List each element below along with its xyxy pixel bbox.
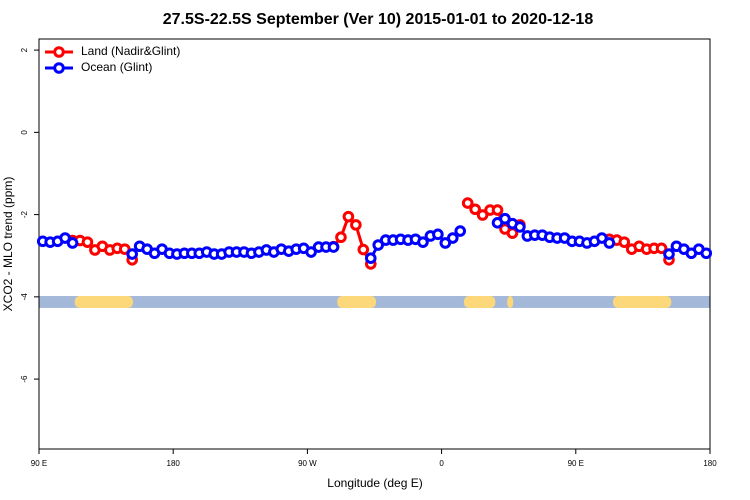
data-point bbox=[59, 232, 71, 244]
y-tick-label: 0 bbox=[20, 130, 29, 135]
data-point bbox=[446, 232, 459, 244]
x-tick-label: 0 bbox=[439, 459, 444, 468]
data-point bbox=[618, 236, 631, 248]
data-point bbox=[335, 231, 347, 244]
y-tick-label: -2 bbox=[20, 210, 29, 218]
x-tick-label: 90 E bbox=[31, 459, 47, 468]
land-band bbox=[74, 296, 133, 308]
chart-title: 27.5S-22.5S September (Ver 10) 2015-01-0… bbox=[163, 11, 594, 28]
data-point bbox=[305, 246, 317, 258]
data-point bbox=[66, 237, 79, 249]
data-point bbox=[454, 225, 467, 237]
legend-marker bbox=[53, 46, 65, 58]
data-point bbox=[469, 203, 481, 216]
data-point bbox=[126, 248, 138, 260]
data-point bbox=[364, 252, 377, 264]
data-point bbox=[499, 212, 511, 225]
data-point bbox=[461, 197, 474, 209]
data-point bbox=[350, 219, 362, 231]
data-point bbox=[603, 237, 616, 249]
data-point bbox=[357, 243, 370, 256]
x-tick-label: 180 bbox=[703, 459, 717, 468]
legend-label: Ocean (Glint) bbox=[81, 60, 152, 74]
x-axis-label: Longitude (deg E) bbox=[327, 476, 422, 490]
legend-marker bbox=[53, 62, 65, 74]
data-point bbox=[327, 241, 340, 253]
data-point bbox=[491, 204, 504, 216]
x-tick-label: 90 W bbox=[298, 459, 317, 468]
data-point bbox=[655, 242, 668, 255]
land-band bbox=[337, 296, 376, 308]
data-point bbox=[372, 239, 385, 251]
data-point bbox=[439, 237, 452, 249]
data-point bbox=[342, 210, 355, 223]
legend-label: Land (Nadir&Glint) bbox=[81, 44, 180, 58]
data-point bbox=[700, 247, 713, 260]
data-point bbox=[417, 236, 429, 248]
land-band bbox=[463, 296, 496, 308]
data-point bbox=[476, 209, 489, 221]
data-point bbox=[514, 221, 526, 233]
data-point bbox=[81, 236, 94, 248]
x-tick-label: 90 E bbox=[568, 459, 584, 468]
land-band bbox=[613, 296, 672, 308]
y-axis-label: XCO2 - MLO trend (ppm) bbox=[1, 177, 15, 312]
y-tick-label: -4 bbox=[20, 293, 29, 301]
x-tick-label: 180 bbox=[167, 459, 181, 468]
data-point bbox=[118, 243, 131, 255]
land-band bbox=[507, 296, 514, 308]
y-tick-label: -6 bbox=[20, 375, 29, 383]
data-point bbox=[663, 248, 675, 260]
data-point bbox=[596, 232, 608, 244]
data-point bbox=[432, 228, 444, 241]
y-tick-label: 2 bbox=[20, 47, 29, 52]
